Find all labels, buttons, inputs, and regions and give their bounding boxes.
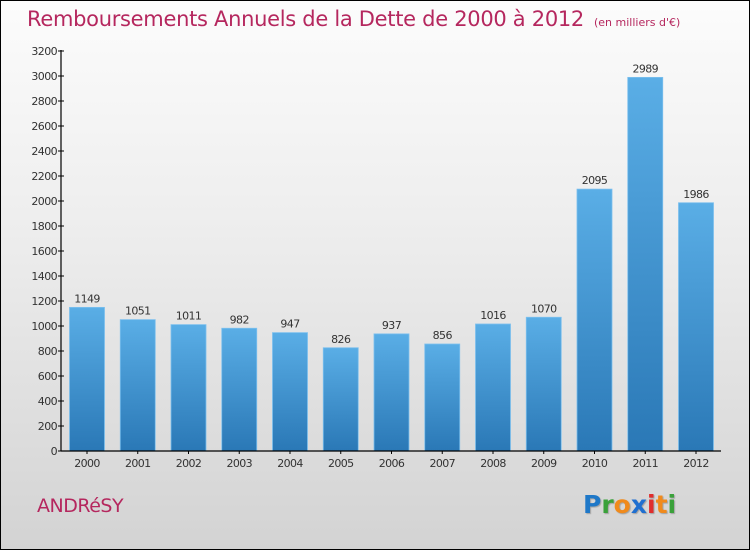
x-tick-label-2006: 2006 — [379, 457, 405, 470]
value-label-2001: 1051 — [125, 305, 151, 318]
x-tick-label-2002: 2002 — [176, 457, 202, 470]
y-tick-label-600: 600 — [38, 370, 58, 383]
value-label-2009: 1070 — [531, 302, 557, 315]
bar-2004 — [272, 332, 308, 452]
x-tick-label-2001: 2001 — [125, 457, 151, 470]
y-tick-label-2600: 2600 — [31, 120, 57, 133]
logo-letter: i — [667, 490, 677, 519]
y-axis: 0 200 400 600 800 1000 1200 1400 1600 1800 2000 220… — [31, 45, 64, 458]
value-label-2004: 947 — [280, 318, 300, 331]
logo-letter: o — [613, 490, 631, 519]
y-tick-label-0: 0 — [51, 445, 58, 458]
value-label-2005: 826 — [331, 333, 351, 346]
x-axis: 2000 2001 2002 2003 2004 2005 2006 2007 2008 2009… — [61, 450, 721, 470]
chart-title: Remboursements Annuels de la Dette de 20… — [27, 7, 680, 31]
value-label-2002: 1011 — [176, 310, 202, 323]
logo-letter: P — [583, 490, 602, 519]
value-label-2008: 1016 — [480, 309, 506, 322]
y-tick-label-3000: 3000 — [31, 70, 57, 83]
y-tick-label-1800: 1800 — [31, 220, 57, 233]
value-label-2012: 1986 — [683, 188, 709, 201]
x-tick-label-2008: 2008 — [480, 457, 506, 470]
bar-2012 — [678, 202, 714, 452]
y-tick-label-2000: 2000 — [31, 195, 57, 208]
y-tick-label-2800: 2800 — [31, 95, 57, 108]
logo-letter: t — [655, 490, 668, 519]
x-tick-label-2007: 2007 — [429, 457, 455, 470]
x-tick-label-2005: 2005 — [328, 457, 354, 470]
x-tick-label-2011: 2011 — [632, 457, 658, 470]
x-tick-label-2000: 2000 — [74, 457, 100, 470]
y-tick-label-800: 800 — [38, 345, 58, 358]
chart-title-unit: (en milliers d'€) — [594, 16, 681, 29]
bar-2006 — [373, 333, 410, 452]
bar-2003 — [221, 327, 258, 452]
value-labels: 1149 1051 1011 982 947 826 937 856 1016 1070 2095 2… — [74, 62, 710, 346]
y-tick-label-1000: 1000 — [31, 320, 57, 333]
y-tick-label-1400: 1400 — [31, 270, 57, 283]
y-tick-label-2200: 2200 — [31, 170, 57, 183]
y-tick-label-2400: 2400 — [31, 145, 57, 158]
value-label-2000: 1149 — [74, 292, 100, 305]
bars-group — [69, 76, 714, 452]
value-label-2006: 937 — [382, 319, 402, 332]
x-tick-label-2003: 2003 — [226, 457, 252, 470]
bar-2005 — [322, 347, 359, 452]
bar-2007 — [424, 343, 461, 452]
y-tick-label-400: 400 — [38, 395, 58, 408]
y-tick-label-1600: 1600 — [31, 245, 57, 258]
logo-letter: r — [601, 490, 614, 519]
x-tick-label-2004: 2004 — [277, 457, 303, 470]
bar-2008 — [475, 323, 511, 452]
logo-letter: x — [630, 490, 647, 519]
y-tick-label-200: 200 — [38, 420, 58, 433]
bar-2010 — [576, 188, 613, 452]
proxiti-logo[interactable]: Proxiti — [583, 490, 676, 519]
logo-letter: i — [647, 490, 656, 519]
y-tick-label-3200: 3200 — [31, 45, 57, 58]
bar-2001 — [119, 319, 156, 452]
bar-2000 — [69, 306, 105, 452]
chart-title-main: Remboursements Annuels de la Dette de 20… — [27, 7, 584, 31]
value-label-2007: 856 — [433, 329, 453, 342]
value-label-2011: 2989 — [632, 62, 658, 75]
x-tick-label-2012: 2012 — [683, 457, 709, 470]
bar-2002 — [170, 324, 207, 452]
city-name: ANDRéSY — [37, 495, 124, 517]
y-tick-label-1200: 1200 — [31, 295, 57, 308]
bar-2011 — [627, 76, 664, 452]
x-tick-label-2009: 2009 — [531, 457, 557, 470]
value-label-2003: 982 — [230, 313, 249, 326]
x-tick-label-2010: 2010 — [582, 457, 608, 470]
bar-2009 — [525, 316, 562, 452]
value-label-2010: 2095 — [582, 174, 608, 187]
